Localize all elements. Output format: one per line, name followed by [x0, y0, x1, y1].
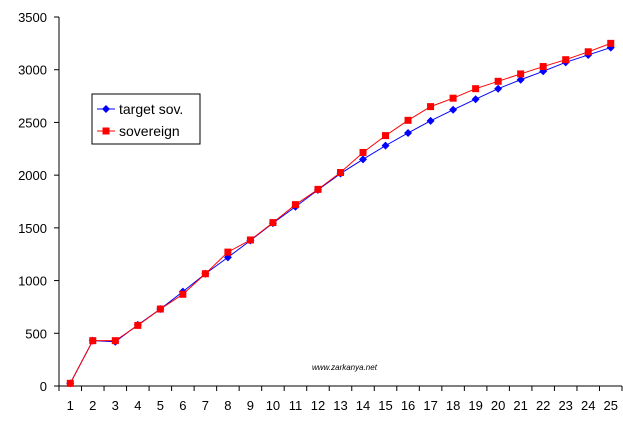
data-point	[494, 84, 503, 93]
y-tick-label: 2500	[18, 115, 47, 130]
x-tick-label: 9	[247, 398, 254, 413]
x-axis-ticks: 1 2 3 4 5 6 7 8 9 10 11 12 13 14 15 16 17 18 19 20 21 22 23 24 2…	[58, 386, 623, 413]
data-point	[224, 248, 232, 256]
x-tick-label: 18	[446, 398, 460, 413]
y-tick-label: 1000	[18, 274, 47, 289]
data-point	[201, 270, 209, 278]
series-sovereign	[66, 39, 615, 387]
x-tick-label: 16	[401, 398, 415, 413]
data-point	[291, 201, 299, 209]
x-tick-label: 7	[202, 398, 209, 413]
legend-marker	[102, 127, 110, 135]
data-point	[427, 103, 435, 111]
x-tick-label: 10	[266, 398, 280, 413]
data-point	[314, 185, 322, 193]
data-point	[471, 95, 480, 104]
watermark-annotation: www.zarkanya.net	[312, 363, 378, 372]
x-tick-label: 3	[112, 398, 119, 413]
x-tick-label: 23	[558, 398, 572, 413]
x-tick-label: 17	[423, 398, 437, 413]
data-point	[404, 128, 413, 137]
x-tick-label: 11	[289, 398, 303, 413]
x-tick-label: 13	[333, 398, 347, 413]
x-tick-label: 24	[581, 398, 595, 413]
x-tick-label: 4	[134, 398, 141, 413]
data-point	[382, 132, 390, 140]
x-tick-label: 14	[356, 398, 370, 413]
data-point	[539, 63, 547, 71]
data-point	[111, 337, 119, 345]
x-tick-label: 6	[179, 398, 186, 413]
x-tick-label: 15	[378, 398, 392, 413]
series-layer	[66, 39, 615, 388]
y-axis-ticks: 0 500 1000 1500 2000 2500 3000 3500	[18, 10, 59, 394]
data-point	[179, 290, 187, 298]
legend: target sov. sovereign	[91, 93, 201, 145]
x-tick-label: 22	[536, 398, 550, 413]
data-point	[66, 379, 74, 387]
data-point	[607, 39, 615, 47]
x-tick-label: 8	[224, 398, 231, 413]
data-point	[337, 169, 344, 177]
x-tick-label: 21	[513, 398, 527, 413]
legend-entry: target sov.	[97, 101, 183, 117]
y-tick-label: 3500	[18, 10, 47, 25]
y-tick-label: 3000	[18, 63, 47, 78]
data-point	[494, 77, 502, 85]
data-point	[359, 155, 368, 164]
data-point	[89, 337, 97, 345]
data-point	[269, 219, 277, 227]
data-point	[472, 85, 480, 93]
data-point	[404, 116, 412, 124]
legend-marker	[102, 105, 110, 113]
x-tick-label: 25	[604, 398, 618, 413]
data-point	[359, 148, 367, 156]
y-tick-label: 500	[25, 326, 47, 341]
data-point	[449, 94, 457, 102]
axes	[58, 17, 622, 387]
data-point	[426, 116, 435, 125]
legend-label: sovereign	[119, 123, 180, 139]
y-tick-label: 0	[40, 379, 47, 394]
x-tick-label: 5	[157, 398, 164, 413]
data-point	[381, 141, 390, 150]
y-tick-label: 2000	[18, 168, 47, 183]
x-tick-label: 19	[468, 398, 482, 413]
data-point	[516, 75, 525, 84]
x-tick-label: 20	[491, 398, 505, 413]
legend-label: target sov.	[119, 101, 183, 117]
data-point	[449, 105, 458, 114]
x-tick-label: 2	[89, 398, 96, 413]
legend-box	[91, 93, 201, 145]
data-point	[156, 305, 164, 313]
data-point	[584, 48, 592, 56]
data-point	[562, 56, 570, 64]
x-tick-label: 1	[67, 398, 74, 413]
data-point	[246, 236, 254, 244]
legend-entry: sovereign	[97, 123, 180, 139]
y-tick-label: 1500	[18, 221, 47, 236]
data-point	[134, 321, 142, 329]
data-point	[517, 70, 525, 78]
x-tick-label: 12	[311, 398, 325, 413]
